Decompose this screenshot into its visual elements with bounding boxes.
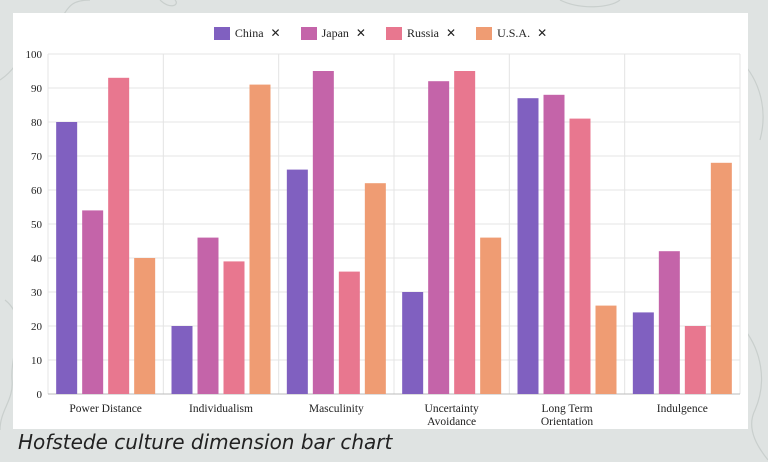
remove-series-icon[interactable]: ✕: [446, 26, 457, 40]
bar-usa: [249, 84, 271, 394]
bar-china: [171, 326, 193, 394]
x-category-label: Masculinity: [309, 403, 364, 415]
x-category-label: Indulgence: [657, 403, 708, 415]
y-tick-label: 10: [31, 355, 43, 367]
bar-chart: 0 10 20 30 40 50 60 70 80 90 100 Power Distance Indi…: [26, 49, 741, 428]
legend-swatch: [385, 26, 402, 40]
legend-label: Russia: [406, 25, 439, 40]
bar-russia: [223, 261, 245, 394]
y-tick-label: 70: [31, 151, 43, 163]
remove-series-icon[interactable]: ✕: [537, 26, 548, 40]
bar-japan: [658, 251, 680, 394]
legend-item-russia[interactable]: Russia ✕: [385, 25, 457, 41]
legend-label: China: [234, 25, 264, 40]
y-tick-label: 40: [31, 253, 43, 265]
bar-japan: [428, 81, 450, 394]
x-category-label: Uncertainty Avoidance: [425, 403, 480, 428]
bar-china: [517, 98, 539, 394]
bar-china: [402, 292, 424, 394]
y-tick-label: 50: [31, 219, 43, 231]
bar-russia: [569, 118, 591, 394]
bar-japan: [197, 237, 219, 394]
bar-russia: [338, 271, 360, 394]
bar-china: [56, 122, 78, 394]
legend-label: U.S.A.: [497, 25, 531, 40]
y-tick-label: 100: [26, 49, 43, 61]
legend-swatch: [300, 26, 317, 40]
bar-japan: [312, 71, 334, 394]
y-tick-label: 30: [31, 287, 43, 299]
bar-usa: [480, 237, 502, 394]
bar-russia: [684, 326, 706, 394]
x-category-label: Individualism: [189, 403, 253, 415]
bar-usa: [595, 305, 617, 394]
remove-series-icon[interactable]: ✕: [270, 26, 281, 40]
bar-usa: [134, 258, 156, 394]
remove-series-icon[interactable]: ✕: [355, 26, 366, 40]
y-tick-label: 60: [31, 185, 43, 197]
x-category-label: Power Distance: [69, 403, 142, 415]
y-tick-label: 0: [37, 389, 43, 401]
bar-japan: [82, 210, 104, 394]
bar-russia: [108, 77, 130, 395]
bar-usa: [364, 183, 386, 394]
legend-item-usa[interactable]: U.S.A. ✕: [476, 26, 547, 41]
bar-china: [632, 312, 654, 394]
bar-japan: [543, 94, 565, 395]
legend: China ✕ Japan ✕ Russia ✕ U.S.A. ✕: [13, 22, 748, 44]
bar-china: [286, 169, 308, 394]
chart-panel: 0 10 20 30 40 50 60 70 80 90 100 Power Distance Indi…: [13, 13, 748, 429]
legend-label: Japan: [321, 25, 349, 40]
y-tick-label: 20: [31, 321, 43, 333]
x-category-label: Long Term Orientation: [541, 403, 594, 428]
bar-russia: [454, 71, 476, 394]
bar-usa: [710, 162, 732, 394]
chart-caption: Hofstede culture dimension bar chart: [18, 430, 393, 454]
legend-swatch: [213, 26, 230, 40]
y-tick-label: 90: [31, 83, 43, 95]
legend-swatch: [476, 26, 493, 40]
legend-item-japan[interactable]: Japan ✕: [300, 25, 366, 41]
y-tick-label: 80: [31, 117, 43, 129]
legend-item-china[interactable]: China ✕: [213, 25, 281, 41]
